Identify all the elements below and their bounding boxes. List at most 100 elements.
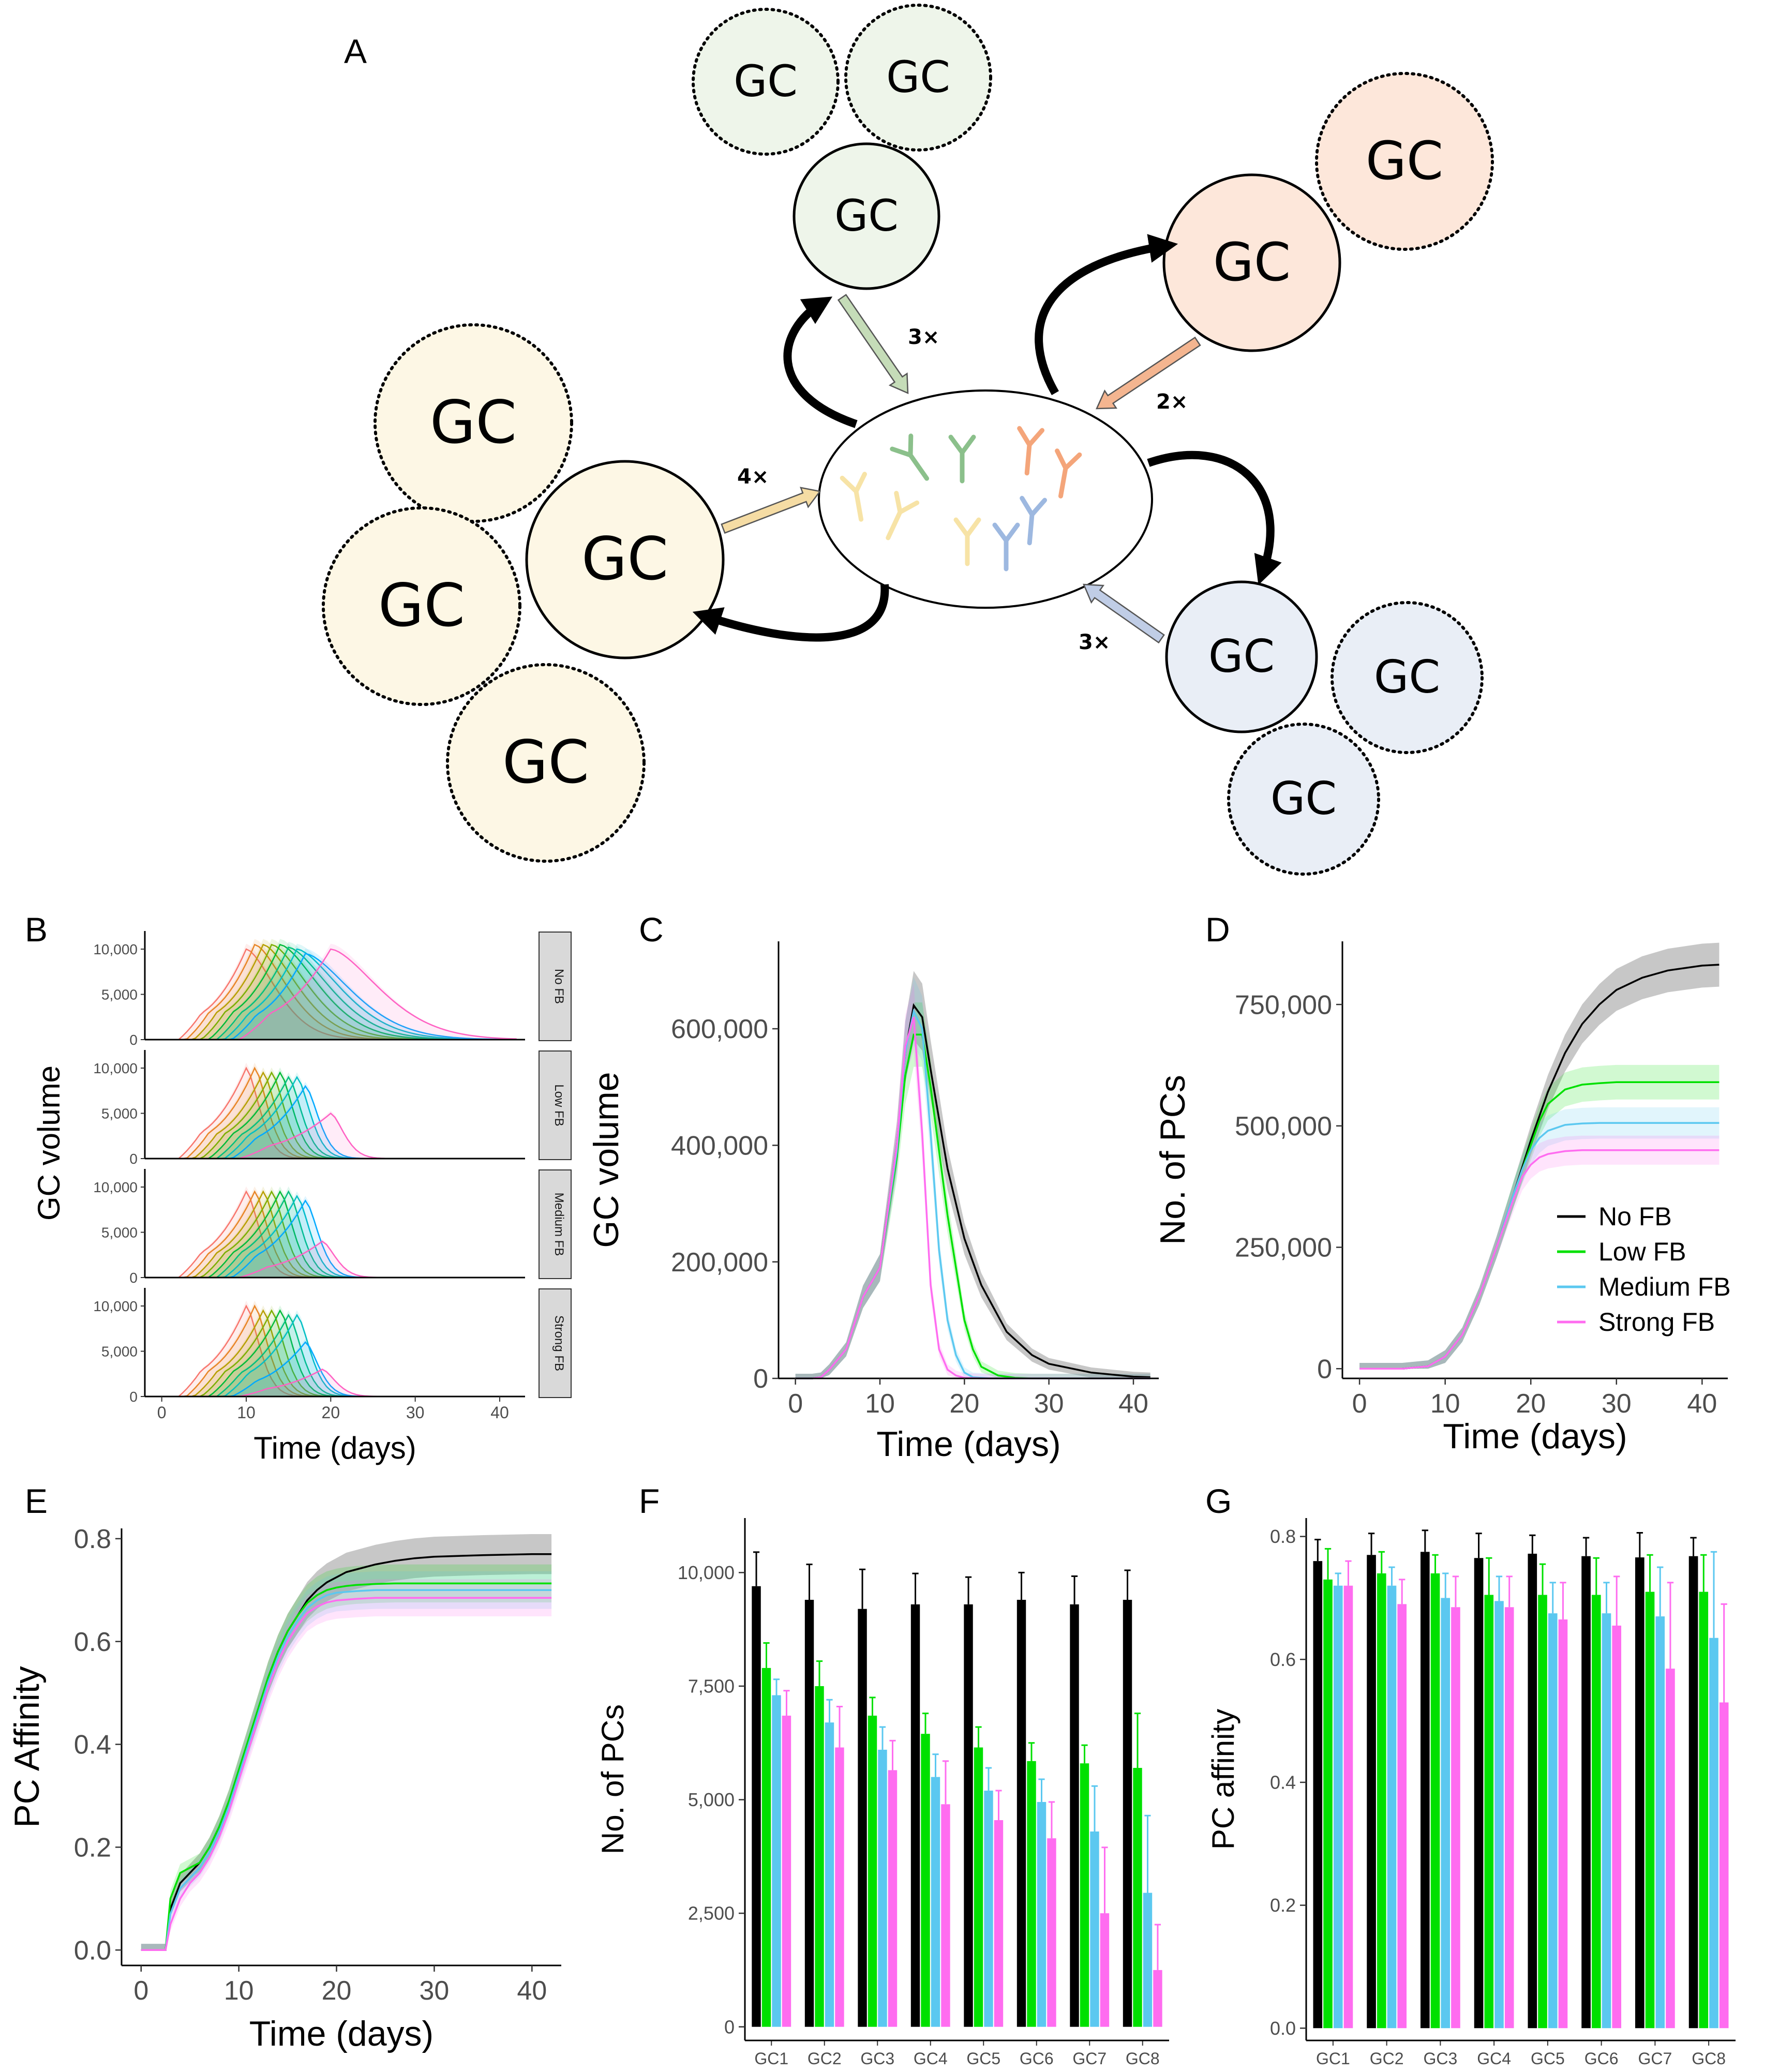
bar-no-fb-gc5 bbox=[964, 1604, 973, 2027]
bar-low-fb-gc6 bbox=[1591, 1595, 1601, 2029]
count-label-blue: 3× bbox=[1079, 630, 1110, 654]
bar-no-fb-gc4 bbox=[1474, 1558, 1484, 2029]
bar-strong-fb-gc3 bbox=[888, 1770, 898, 2027]
antibody-stroke bbox=[1017, 426, 1045, 476]
gc-label: GC bbox=[1208, 630, 1275, 683]
x-axis-title: Time (days) bbox=[876, 1424, 1060, 1464]
x-tick-label: 0 bbox=[788, 1389, 803, 1419]
x-tick-label: GC2 bbox=[1370, 2049, 1404, 2068]
antibody-icon bbox=[1020, 496, 1048, 546]
gc-series-band bbox=[161, 1072, 517, 1159]
panel-a-diagram: A GC GC GC GC GC GC GC GC GC GC GC GC 3× 2× 4× 3× bbox=[322, 4, 1494, 876]
bar-medium-fb-gc4 bbox=[931, 1777, 940, 2027]
antibody-stroke bbox=[840, 472, 867, 522]
facet-low-fb: 0 5,000 10,000 Low FB bbox=[93, 1050, 572, 1167]
facet-strip bbox=[539, 1050, 572, 1160]
facet-strip-label: Medium FB bbox=[552, 1193, 566, 1256]
x-tick-label: GC6 bbox=[1584, 2049, 1619, 2068]
y-tick-label: 0.6 bbox=[1270, 1649, 1296, 1670]
bar-medium-fb-gc1 bbox=[1333, 1585, 1343, 2029]
legend-label: No FB bbox=[1598, 1202, 1672, 1231]
series-line-no-fb bbox=[795, 1003, 1150, 1379]
bar-medium-fb-gc5 bbox=[1548, 1613, 1558, 2029]
panel-b-chart: 0 5,000 10,000 No FB 0 5,000 10,000 Low FB 0 5,00… bbox=[32, 931, 572, 1465]
bar-strong-fb-gc4 bbox=[1504, 1607, 1514, 2029]
ci-band-low-fb bbox=[795, 1002, 1150, 1378]
y-tick-label: 7,500 bbox=[688, 1676, 735, 1697]
y-tick-label: 5,000 bbox=[101, 1106, 138, 1122]
gc-series-band bbox=[161, 1186, 517, 1278]
y-tick-label: 0.2 bbox=[74, 1833, 111, 1863]
gc-circle-orange-active bbox=[1162, 173, 1341, 352]
antibody-icon bbox=[1055, 448, 1082, 499]
x-tick-label: 40 bbox=[517, 1976, 547, 2006]
feedback-arrow-blue bbox=[1147, 451, 1282, 585]
ci-band-strong-fb bbox=[1359, 1135, 1720, 1369]
y-tick-label: 0 bbox=[129, 1389, 138, 1405]
x-tick-label: 30 bbox=[406, 1403, 425, 1422]
y-tick-label: 750,000 bbox=[1235, 990, 1332, 1020]
x-tick-label: GC4 bbox=[914, 2049, 948, 2068]
bar-medium-fb-gc8 bbox=[1709, 1638, 1718, 2029]
input-arrow-orange bbox=[1096, 336, 1201, 410]
bar-low-fb-gc2 bbox=[1377, 1573, 1386, 2029]
gc-label: GC bbox=[581, 524, 668, 593]
bar-medium-fb-gc4 bbox=[1494, 1601, 1504, 2029]
panel-label-a: A bbox=[344, 32, 367, 70]
antibody-pool bbox=[818, 389, 1153, 609]
facet-strip-label: No FB bbox=[552, 969, 566, 1004]
bar-low-fb-gc2 bbox=[815, 1686, 824, 2027]
y-tick-label: 10,000 bbox=[93, 1060, 138, 1076]
x-tick-label: 30 bbox=[1602, 1389, 1632, 1419]
series-line-low-fb bbox=[795, 1033, 1150, 1379]
x-tick-label: GC8 bbox=[1692, 2049, 1726, 2068]
series-line-medium-fb bbox=[141, 1589, 552, 1951]
gc-circle-yellow-inactive bbox=[322, 506, 521, 706]
y-tick-label: 500,000 bbox=[1235, 1112, 1332, 1142]
x-tick-label: 40 bbox=[490, 1403, 509, 1422]
bar-no-fb-gc3 bbox=[858, 1609, 867, 2027]
count-label-green: 3× bbox=[908, 325, 939, 349]
gc-series-band bbox=[161, 1067, 517, 1159]
bar-strong-fb-gc7 bbox=[1100, 1913, 1110, 2027]
x-tick-label: 20 bbox=[949, 1389, 979, 1419]
x-tick-label: GC4 bbox=[1477, 2049, 1511, 2068]
antibody-stroke bbox=[948, 434, 976, 484]
x-tick-label: 0 bbox=[133, 1976, 148, 2006]
y-tick-label: 400,000 bbox=[671, 1131, 768, 1161]
gc-circle-blue-inactive bbox=[1227, 723, 1380, 876]
panel-d-chart: 0 250,000 500,000 750,000 0 10 20 30 40 Time (day… bbox=[1153, 941, 1731, 1456]
x-tick-label: 20 bbox=[322, 1403, 340, 1422]
ci-band-medium-fb bbox=[141, 1571, 552, 1950]
bar-medium-fb-gc3 bbox=[1441, 1598, 1451, 2029]
bar-low-fb-gc4 bbox=[1484, 1595, 1494, 2029]
gc-series-band bbox=[161, 1186, 517, 1278]
gc-label: GC bbox=[502, 728, 589, 797]
antibody-icon bbox=[948, 434, 976, 484]
gc-circle-yellow-inactive bbox=[446, 663, 646, 863]
y-tick-label: 5,000 bbox=[688, 1789, 735, 1810]
y-tick-label: 0.4 bbox=[1270, 1772, 1296, 1793]
x-tick-label: 30 bbox=[1034, 1389, 1064, 1419]
input-arrows bbox=[721, 294, 1201, 644]
bar-medium-fb-gc6 bbox=[1037, 1801, 1047, 2027]
x-tick-label: 10 bbox=[865, 1389, 895, 1419]
count-label-orange: 2× bbox=[1156, 390, 1188, 414]
ci-band-low-fb bbox=[1359, 1064, 1720, 1369]
x-axis-title: Time (days) bbox=[1443, 1417, 1627, 1456]
x-tick-label: GC5 bbox=[966, 2049, 1000, 2068]
x-tick-label: GC7 bbox=[1638, 2049, 1672, 2068]
antibody-icon bbox=[992, 522, 1020, 572]
y-tick-label: 0.8 bbox=[74, 1524, 111, 1554]
gc-circle-green-inactive bbox=[692, 8, 840, 156]
antibody-icon bbox=[953, 517, 981, 566]
ci-band-strong-fb bbox=[141, 1579, 552, 1950]
antibody-icon bbox=[886, 491, 920, 540]
y-axis-title: PC affinity bbox=[1206, 1709, 1240, 1850]
ci-band-no-fb bbox=[1359, 942, 1720, 1369]
gc-circle-green-inactive bbox=[844, 4, 992, 152]
y-tick-label: 10,000 bbox=[93, 1179, 138, 1195]
gc-series-band bbox=[161, 1305, 517, 1397]
x-axis-title: Time (days) bbox=[249, 2014, 433, 2053]
gc-circle-orange-inactive bbox=[1315, 72, 1494, 251]
